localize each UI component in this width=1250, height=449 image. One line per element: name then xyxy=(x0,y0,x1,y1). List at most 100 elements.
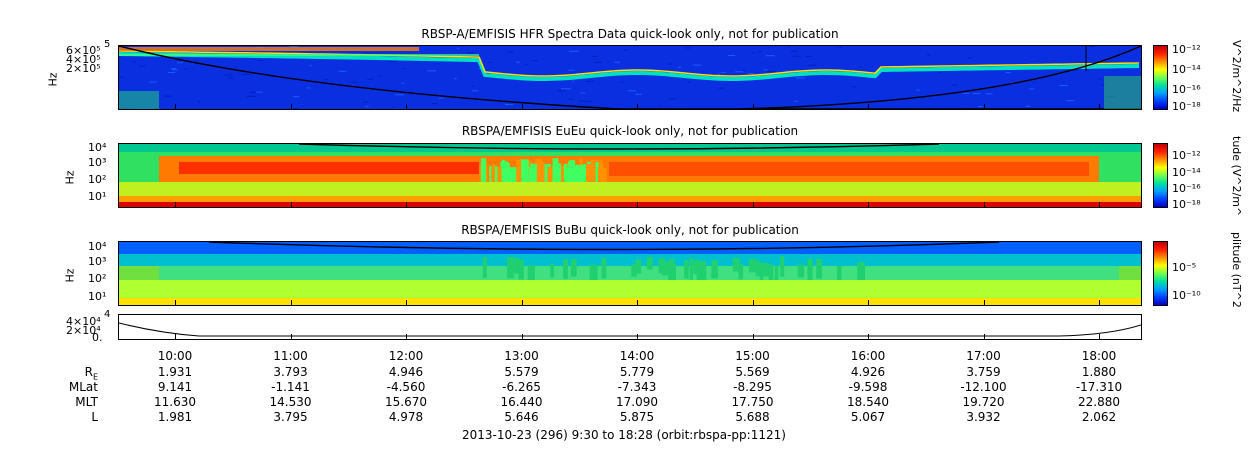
time-label: 16:00 xyxy=(850,349,886,363)
row-label: RE xyxy=(84,365,98,382)
footer-caption: 2013-10-23 (296) 9:30 to 18:28 (orbit:rb… xyxy=(462,428,786,442)
row-value: 17.090 xyxy=(616,395,658,409)
panel2-ytick: 10² xyxy=(88,173,107,186)
row-value: 18.540 xyxy=(847,395,889,409)
time-label: 14:00 xyxy=(619,349,655,363)
row-value: 5.067 xyxy=(850,410,886,424)
row-value: 22.880 xyxy=(1078,395,1120,409)
x-tick-mark xyxy=(521,300,523,306)
row-value: -6.265 xyxy=(502,380,541,394)
x-tick-mark xyxy=(752,202,754,208)
row-value: -4.560 xyxy=(386,380,426,394)
x-tick-mark xyxy=(521,334,523,340)
row-label: MLat xyxy=(68,380,98,394)
x-tick-mark xyxy=(1099,202,1100,208)
time-label: 18:00 xyxy=(1081,349,1117,363)
x-tick-mark xyxy=(175,300,176,306)
eueu-low-band xyxy=(119,202,1141,207)
panel1-ytick: 2×10⁵ xyxy=(66,62,101,75)
time-label: 10:00 xyxy=(157,349,193,363)
x-tick-mark xyxy=(1099,104,1100,110)
panel1-ytick: 6×10⁵ xyxy=(66,44,101,57)
x-tick-mark xyxy=(1099,300,1100,306)
panel4-ytick: 0. xyxy=(92,331,103,344)
x-tick-mark xyxy=(521,104,523,110)
row-value: 11.630 xyxy=(154,395,196,409)
panel3-ytick: 10³ xyxy=(88,255,107,268)
time-label: 11:00 xyxy=(273,349,308,363)
panel1-ytick-top: 5 xyxy=(104,39,111,50)
row-value: 16.440 xyxy=(500,395,543,409)
row-value: 4.978 xyxy=(388,410,424,424)
panel1-title: RBSP-A/EMFISIS HFR Spectra Data quick-lo… xyxy=(421,27,839,41)
row-value: 19.720 xyxy=(962,395,1005,409)
x-tick-mark xyxy=(406,202,407,208)
time-label: 15:00 xyxy=(735,349,770,363)
row-value: 5.569 xyxy=(735,365,770,379)
row-value: 3.759 xyxy=(966,365,1001,379)
panel3-ytick: 10⁴ xyxy=(88,240,107,253)
panel1-cb-tick: 10⁻¹² xyxy=(1172,43,1201,56)
x-tick-mark xyxy=(752,300,754,306)
row-value: 5.875 xyxy=(619,410,655,424)
panel2-ytick: 10⁴ xyxy=(88,141,107,154)
row-value: 3.793 xyxy=(273,365,308,379)
panel4-ytick: 4×10⁴ xyxy=(66,315,101,328)
row-value: 4.946 xyxy=(388,365,424,379)
panel4-ytick-top: 4 xyxy=(104,309,111,320)
panel3-cb-label: plitude (nT^2 xyxy=(1230,232,1243,308)
panel3-ytick: 10² xyxy=(88,272,107,285)
bubu-spectrogram xyxy=(118,241,1142,306)
panel2-cb-tick: 10⁻¹⁶ xyxy=(1172,182,1201,195)
panel2-colorbar xyxy=(1153,143,1168,208)
panel3-colorbar xyxy=(1153,241,1168,306)
bubu-low-band xyxy=(119,298,1141,305)
x-tick-mark xyxy=(637,104,638,110)
panel2-cb-tick: 10⁻¹⁸ xyxy=(1172,198,1201,211)
row-label: MLT xyxy=(75,395,98,409)
row-label: L xyxy=(91,410,98,424)
hfr-spectrogram xyxy=(118,45,1142,110)
x-tick-mark xyxy=(752,334,754,340)
row-value: 5.779 xyxy=(619,365,655,379)
x-tick-mark xyxy=(983,202,985,208)
x-tick-mark xyxy=(175,104,176,110)
hfr-plasma-band xyxy=(119,52,1140,81)
panel1-cb-tick: 10⁻¹⁸ xyxy=(1172,100,1201,113)
x-tick-mark xyxy=(406,334,407,340)
x-tick-mark xyxy=(406,104,407,110)
x-tick-mark xyxy=(175,202,176,208)
x-tick-mark xyxy=(175,334,176,340)
time-label: 13:00 xyxy=(504,349,539,363)
row-value: -9.598 xyxy=(848,380,888,394)
panel2-ytick: 10¹ xyxy=(88,190,107,203)
row-value: -12.100 xyxy=(960,380,1007,394)
line-panel xyxy=(118,314,1142,340)
row-value: 4.926 xyxy=(850,365,886,379)
row-value: 14.530 xyxy=(269,395,312,409)
row-value: 5.579 xyxy=(504,365,539,379)
row-value: -1.141 xyxy=(271,380,310,394)
row-value: 1.880 xyxy=(1081,365,1117,379)
row-value: 5.646 xyxy=(504,410,539,424)
x-tick-mark xyxy=(290,334,292,340)
time-label: 12:00 xyxy=(388,349,424,363)
x-tick-mark xyxy=(637,202,638,208)
time-label: 17:00 xyxy=(966,349,1001,363)
panel2-ylabel: Hz xyxy=(63,170,77,185)
panel4-ytick: 2×10⁴ xyxy=(66,324,101,337)
x-tick-mark xyxy=(868,202,869,208)
x-tick-mark xyxy=(752,104,754,110)
x-tick-mark xyxy=(983,104,985,110)
x-tick-mark xyxy=(290,104,292,110)
row-value: -8.295 xyxy=(733,380,772,394)
panel2-cb-label: tude (V^2/m^ xyxy=(1230,136,1243,217)
panel1-cb-label: V^2/m^2/Hz xyxy=(1230,40,1243,113)
row-value: 15.670 xyxy=(385,395,427,409)
eueu-spectrogram xyxy=(118,143,1142,208)
x-tick-mark xyxy=(868,334,869,340)
x-tick-mark xyxy=(983,300,985,306)
x-tick-mark xyxy=(637,334,638,340)
line-trace xyxy=(119,322,1141,337)
panel3-ytick: 10¹ xyxy=(88,290,107,303)
